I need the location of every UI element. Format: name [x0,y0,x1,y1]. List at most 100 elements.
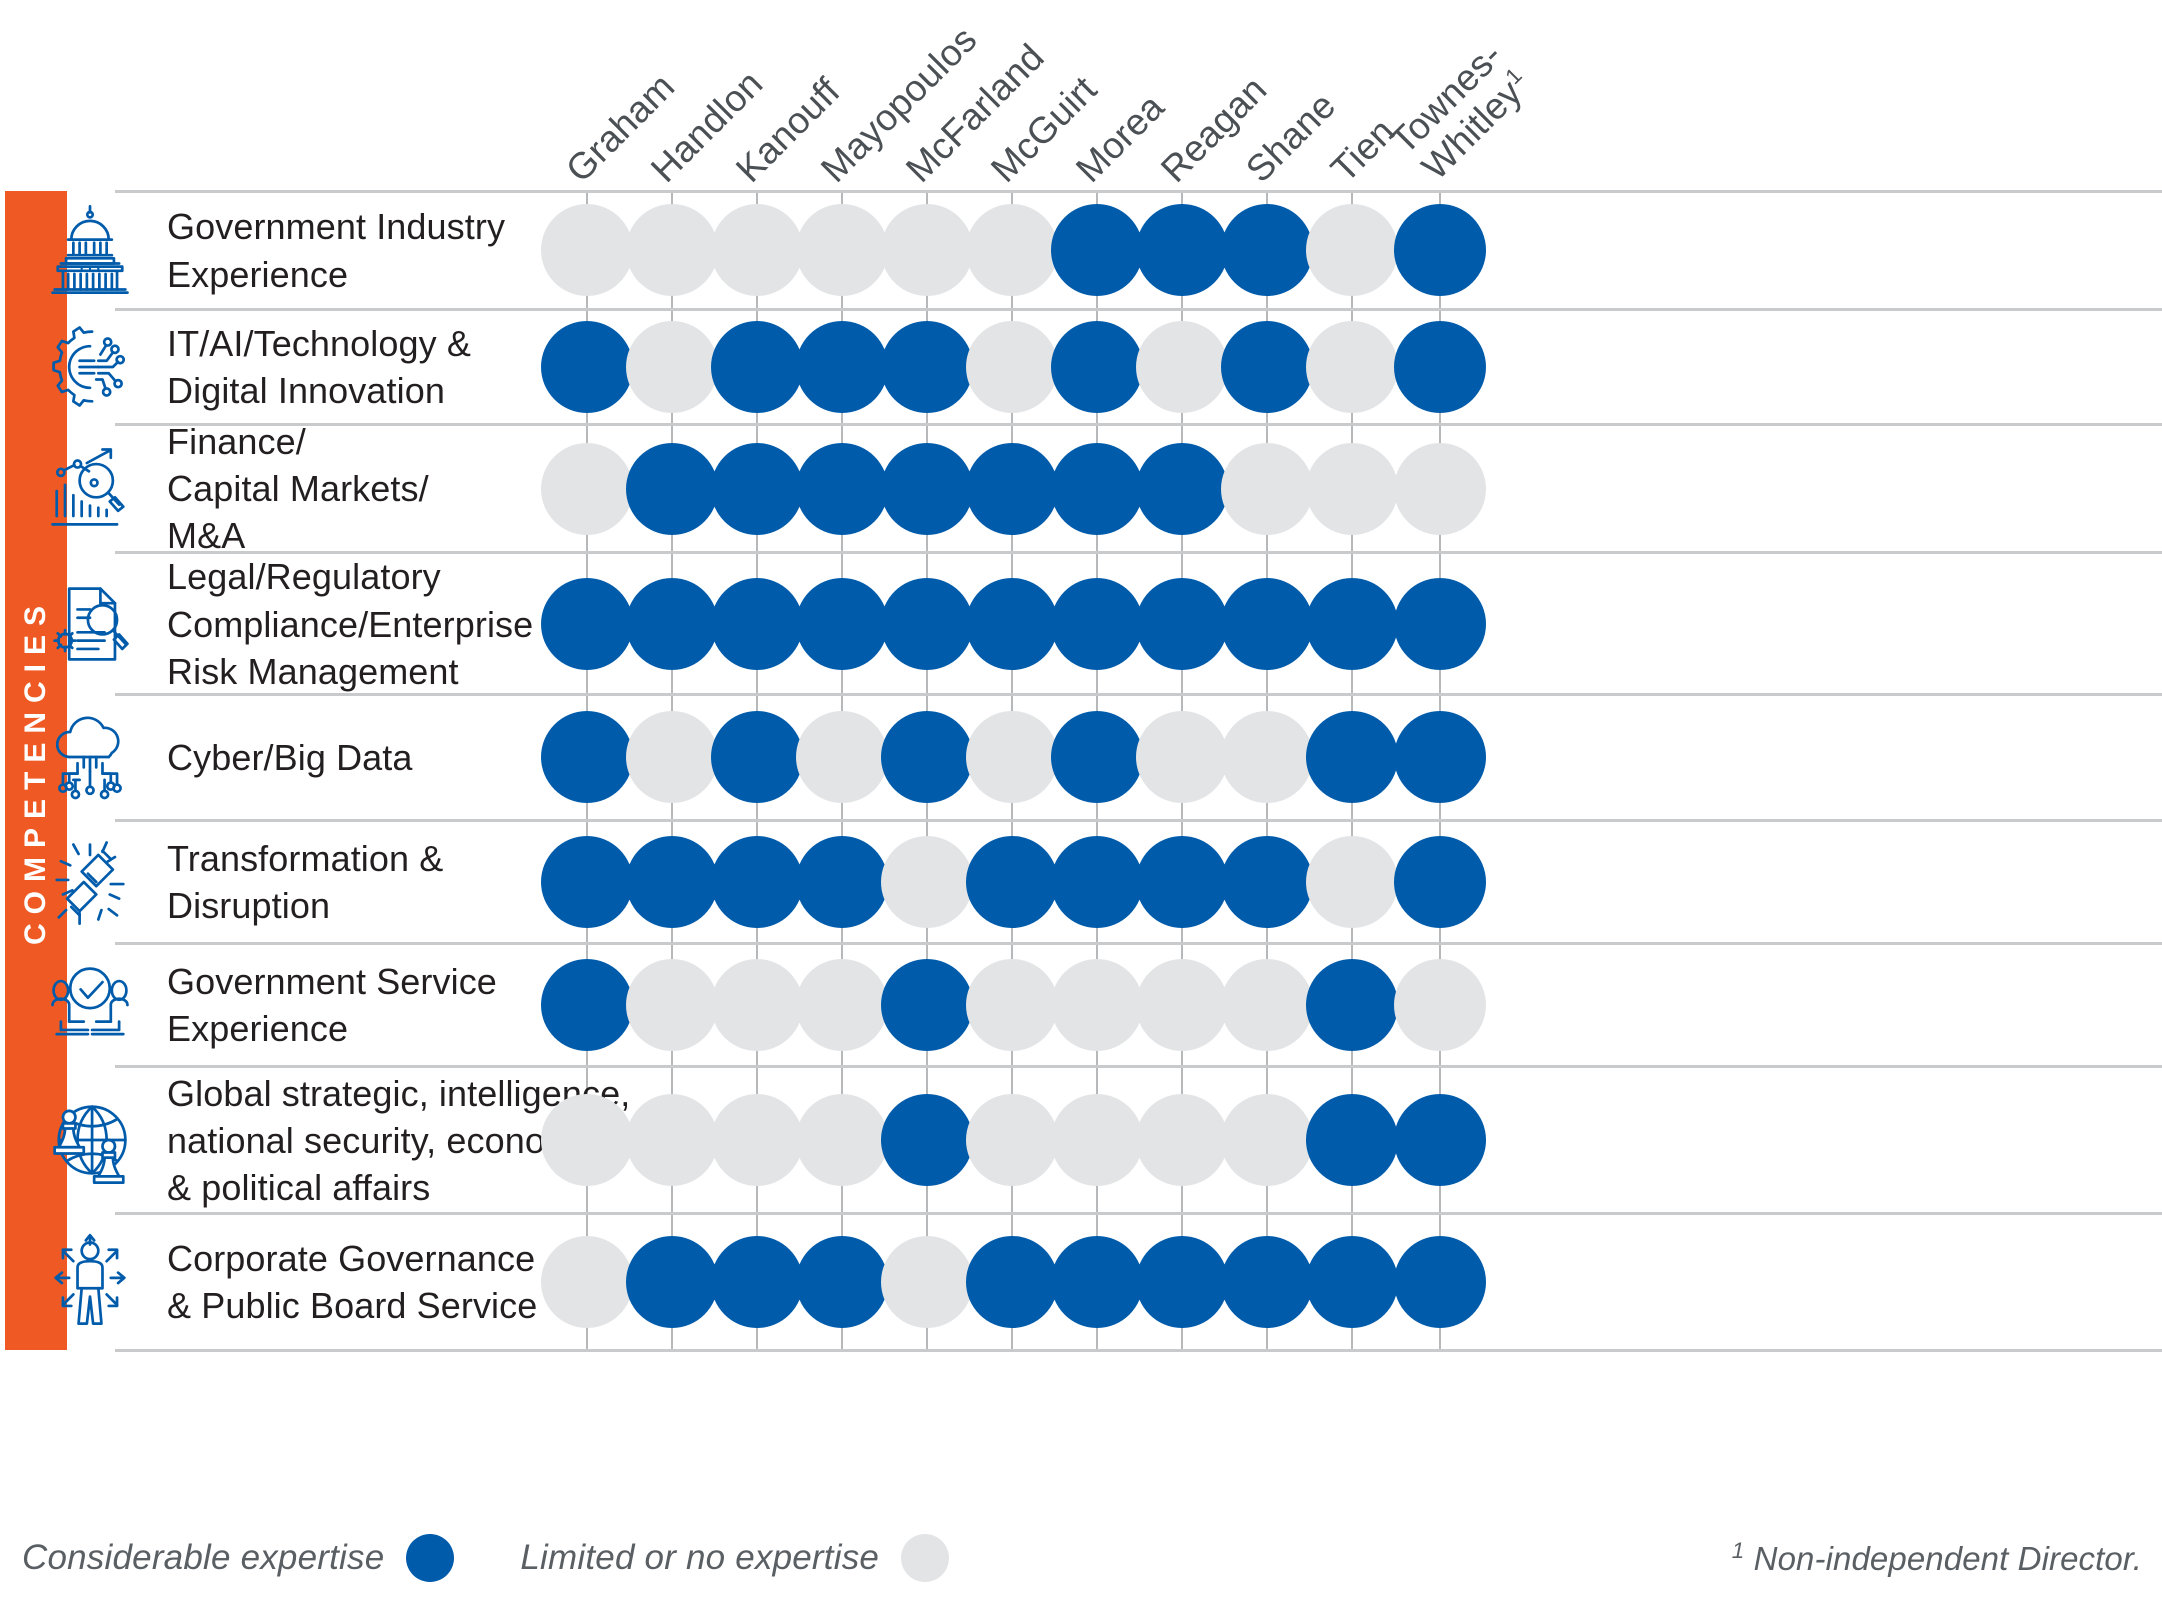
broken-chain-burst-icon [25,830,155,934]
expertise-dot-empty [796,204,888,297]
expertise-dot-filled [1051,577,1143,670]
competency-label-line: Transformation & [167,837,444,879]
expertise-dot-empty [881,835,973,928]
expertise-dot-empty [541,1235,633,1328]
expertise-dot-filled [626,835,718,928]
expertise-dot-filled [1051,711,1143,804]
expertise-dot-filled [541,711,633,804]
competency-label: Government Service Experience [167,958,497,1052]
expertise-dot-empty [626,1094,718,1187]
row-separator [115,422,2162,426]
expertise-dot-empty [1221,442,1313,535]
expertise-dot-filled [711,577,803,670]
expertise-dot-filled [1394,835,1486,928]
expertise-dot-empty [1221,711,1313,804]
expertise-dot-empty [1136,711,1228,804]
competency-label: Cyber/Big Data [167,734,413,781]
expertise-dot-filled [1394,204,1486,297]
legend-limited-dot [901,1534,950,1582]
expertise-dot-empty [966,958,1058,1051]
competency-label-line: Legal/Regulatory [167,556,441,598]
expertise-dot-filled [1221,577,1313,670]
expertise-dot-filled [796,1235,888,1328]
expertise-dot-filled [1136,1235,1228,1328]
expertise-dot-empty [1051,958,1143,1051]
competency-label-line: Corporate Governance [167,1237,536,1279]
row-separator [115,693,2162,697]
expertise-dot-filled [541,835,633,928]
competency-label-line: Compliance/Enterprise [167,603,534,645]
expertise-dot-empty [881,1235,973,1328]
expertise-dot-empty [1306,442,1398,535]
footnote: 1 Non-independent Director. [1732,1538,2142,1578]
expertise-dot-filled [796,321,888,414]
row-separator [115,308,2162,312]
expertise-dot-filled [711,1235,803,1328]
expertise-dot-filled [711,835,803,928]
expertise-dot-filled [1051,204,1143,297]
competency-label-line: Finance/ [167,421,306,463]
expertise-dot-filled [881,442,973,535]
document-magnifier-gear-icon [25,572,155,676]
expertise-dot-empty [1136,321,1228,414]
expertise-dot-empty [1221,958,1313,1051]
people-check-icon [25,953,155,1057]
expertise-dot-filled [1306,958,1398,1051]
expertise-dot-empty [626,958,718,1051]
expertise-dot-filled [1051,442,1143,535]
expertise-dot-empty [966,1094,1058,1187]
expertise-dot-empty [711,1094,803,1187]
expertise-dot-empty [1394,442,1486,535]
competency-label-line: national security, economic [167,1119,602,1161]
legend-limited-expertise: Limited or no expertise [520,1534,950,1582]
legend-limited-label: Limited or no expertise [520,1538,880,1577]
expertise-dot-filled [1306,1235,1398,1328]
expertise-dot-filled [966,577,1058,670]
expertise-dot-empty [1394,958,1486,1051]
row-separator [115,818,2162,822]
expertise-dot-empty [1136,958,1228,1051]
expertise-dot-filled [1136,577,1228,670]
competency-label-line: & political affairs [167,1166,431,1208]
row-separator [115,1348,2162,1352]
expertise-dot-filled [1221,204,1313,297]
expertise-dot-filled [796,442,888,535]
expertise-dot-empty [626,204,718,297]
expertise-dot-filled [541,577,633,670]
expertise-dot-empty [1136,1094,1228,1187]
competency-label: Transformation & Disruption [167,835,443,929]
expertise-dot-filled [1394,577,1486,670]
expertise-dot-filled [1136,835,1228,928]
cloud-circuit-icon [25,705,155,809]
matrix-body: Government Industry Experience IT/AI/Tech… [0,189,2162,1352]
competency-label-line: M&A [167,515,246,557]
expertise-dot-filled [1136,204,1228,297]
expertise-dot-empty [796,1094,888,1187]
person-arrows-icon [25,1230,155,1334]
expertise-dot-filled [966,835,1058,928]
competency-label-line: Experience [167,253,349,295]
expertise-dot-filled [1051,835,1143,928]
expertise-dot-filled [1394,1094,1486,1187]
competency-label-line: Capital Markets/ [167,468,429,510]
expertise-dot-filled [1221,1235,1313,1328]
expertise-dot-empty [711,204,803,297]
competency-label-line: Global strategic, intelligence, [167,1072,631,1114]
globe-chess-icon [25,1088,155,1192]
footnote-text: Non-independent Director. [1744,1540,2142,1577]
footnote-marker: 1 [1731,1538,1745,1563]
competency-label: Global strategic, intelligence, national … [167,1070,630,1211]
expertise-dot-filled [711,321,803,414]
expertise-dot-filled [1051,321,1143,414]
expertise-dot-filled [1051,1235,1143,1328]
expertise-dot-filled [1394,321,1486,414]
expertise-dot-empty [541,442,633,535]
expertise-dot-filled [541,958,633,1051]
expertise-dot-filled [1221,835,1313,928]
row-separator [115,1065,2162,1069]
competency-label: Legal/Regulatory Compliance/Enterprise Ris… [167,553,533,694]
expertise-dot-filled [881,958,973,1051]
expertise-dot-filled [1394,711,1486,804]
row-separator [115,551,2162,555]
row-separator [115,1212,2162,1216]
